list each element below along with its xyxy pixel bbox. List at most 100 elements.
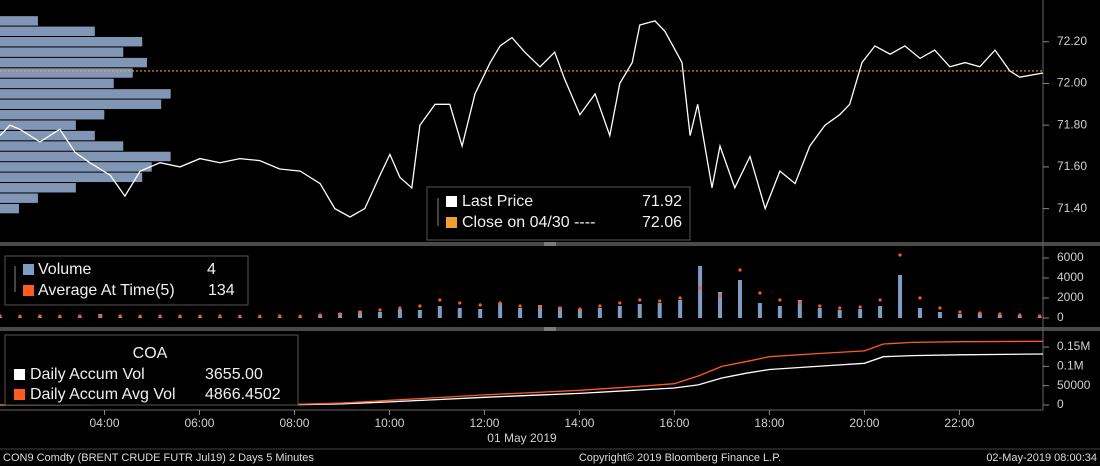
volume-bar (557, 307, 562, 318)
legend-swatch (23, 264, 34, 275)
legend-value: 134 (208, 282, 235, 299)
volume-bar (478, 309, 483, 318)
x-tick-label: 10:00 (374, 416, 404, 430)
volume-bar (1017, 315, 1022, 318)
legend-box (4, 334, 299, 406)
average-dot (938, 306, 942, 310)
x-tick-label: 06:00 (184, 416, 214, 430)
volume-profile-bar (0, 193, 38, 203)
average-dot (778, 298, 782, 302)
x-tick-label: 08:00 (279, 416, 309, 430)
average-dot (618, 301, 622, 305)
volume-bar (937, 312, 942, 318)
average-dot (558, 306, 562, 310)
volume-profile-bar (0, 47, 124, 57)
x-tick-label: 16:00 (659, 416, 689, 430)
average-dot (318, 313, 322, 317)
legend-label: Last Price (462, 193, 533, 210)
volume-bar (957, 314, 962, 318)
x-tick-label: 20:00 (849, 416, 879, 430)
volume-bar (577, 309, 582, 318)
average-dot (658, 299, 662, 303)
average-dot (678, 296, 682, 300)
average-dot (638, 298, 642, 302)
average-dot (378, 308, 382, 312)
average-dot (898, 253, 902, 257)
average-dot (238, 314, 242, 318)
average-dot (738, 268, 742, 272)
average-dot (58, 314, 62, 318)
legend-label: Volume (38, 261, 91, 278)
y-tick-label: 71.80 (1057, 117, 1087, 131)
average-dot (538, 305, 542, 309)
average-dot (38, 314, 42, 318)
legend-value: 3655.00 (205, 366, 263, 383)
volume-profile-bar (0, 89, 171, 99)
volume-bar (737, 280, 742, 318)
volume-profile-bar (0, 57, 147, 68)
volume-bar (698, 266, 703, 318)
y-tick-label: 0 (1057, 397, 1064, 411)
footer-left: CON9 Comdty (BRENT CRUDE FUTR Jul19) 2 D… (3, 452, 314, 464)
average-dot (818, 304, 822, 308)
x-tick-label: 14:00 (564, 416, 594, 430)
average-dot (498, 301, 502, 305)
legend-value: 4866.4502 (205, 386, 281, 403)
x-tick-label: 12:00 (469, 416, 499, 430)
average-dot (0, 314, 2, 318)
volume-profile-bar (0, 120, 76, 130)
footer-center: Copyright© 2019 Bloomberg Finance L.P. (579, 452, 781, 464)
legend-value: 72.06 (642, 214, 682, 231)
volume-bar (377, 312, 382, 318)
volume-bar (718, 292, 723, 318)
average-dot (98, 314, 102, 318)
volume-bar (817, 308, 822, 318)
volume-bar (678, 300, 683, 318)
average-dot (418, 304, 422, 308)
average-dot (398, 306, 402, 310)
average-dot (158, 314, 162, 318)
legend-label: Close on 04/30 ---- (462, 214, 595, 231)
average-dot (458, 301, 462, 305)
y-tick-label: 50000 (1057, 378, 1091, 392)
date-label: 01 May 2019 (487, 431, 557, 445)
average-dot (118, 314, 122, 318)
average-dot (858, 305, 862, 309)
volume-bar (457, 308, 462, 318)
volume-bar (657, 303, 662, 318)
average-dot (518, 304, 522, 308)
average-dot (338, 312, 342, 316)
y-tick-label: 0 (1057, 310, 1064, 324)
average-dot (958, 310, 962, 314)
average-dot (358, 310, 362, 314)
volume-bar (917, 308, 922, 318)
average-dot (1038, 314, 1042, 318)
legend-box (4, 255, 249, 306)
average-dot (838, 306, 842, 310)
average-dot (758, 291, 762, 295)
x-tick-label: 04:00 (89, 416, 119, 430)
volume-bar (997, 315, 1002, 318)
panel-divider (0, 327, 1100, 331)
average-dot (78, 314, 82, 318)
average-dot (598, 304, 602, 308)
volume-profile-bar (0, 172, 143, 183)
average-dot (978, 311, 982, 315)
legend-label: Average At Time(5) (38, 282, 175, 299)
volume-profile-bar (0, 68, 133, 78)
y-tick-label: 6000 (1057, 250, 1084, 264)
y-tick-label: 2000 (1057, 290, 1084, 304)
average-dot (198, 314, 202, 318)
volume-bar (538, 305, 543, 318)
legend-swatch (23, 285, 34, 296)
y-tick-label: 72.20 (1057, 34, 1087, 48)
volume-profile-bar (0, 203, 19, 214)
footer-bar (0, 450, 1100, 466)
legend-swatch (14, 369, 25, 380)
average-dot (298, 314, 302, 318)
volume-bar (878, 306, 883, 318)
volume-profile-bar (0, 99, 162, 110)
volume-bar (898, 275, 903, 318)
average-dot (258, 314, 262, 318)
